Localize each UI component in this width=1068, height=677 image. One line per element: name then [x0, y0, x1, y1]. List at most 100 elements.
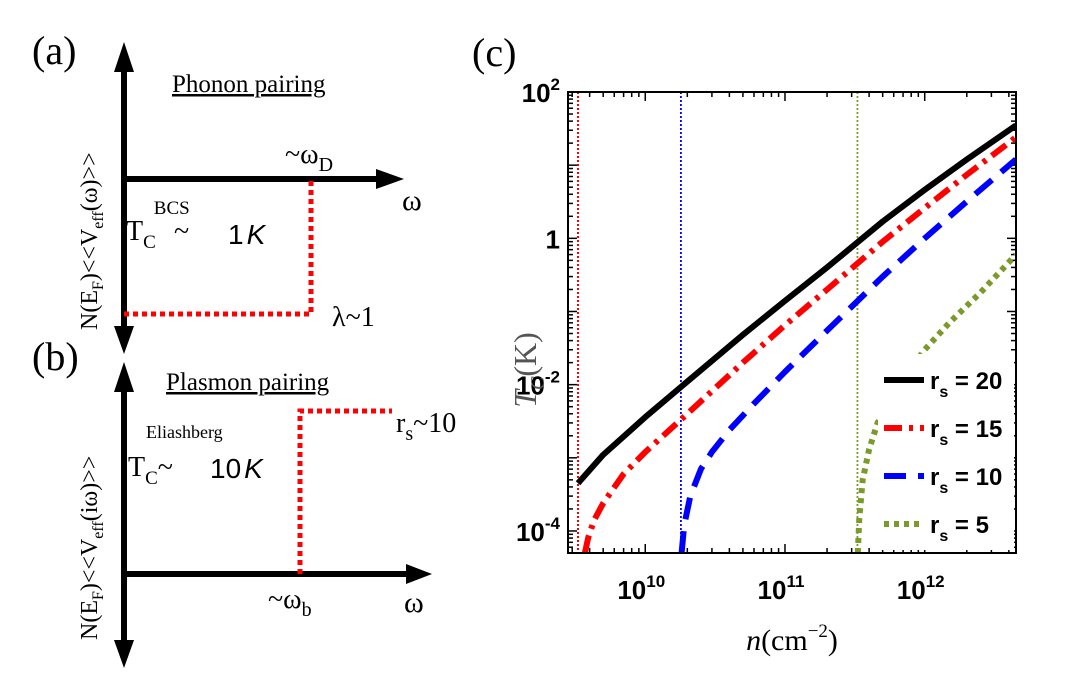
- panel-b-rs-main: r: [396, 408, 406, 439]
- panel-a-cutoff-label: ~ωD: [285, 139, 333, 176]
- x-tick-exp: 11: [786, 572, 804, 591]
- panel-a-ylabel-sub1: F: [90, 281, 107, 290]
- y-axis-label: TC(K): [507, 332, 549, 408]
- panel-b-up-arrow-icon: [114, 362, 134, 392]
- panel-b-down-arrow-icon: [114, 640, 134, 668]
- panel-b-tc-sup: Eliashberg: [146, 422, 223, 442]
- panel-b-rs-value: ~10: [413, 408, 456, 439]
- x-axis-label-close: ): [828, 624, 838, 657]
- y-tick-base: 1: [546, 224, 560, 254]
- panel-b-title: Plasmon pairing: [166, 369, 330, 396]
- legend-label-sub: s: [939, 480, 948, 497]
- y-tick-label: 1: [546, 224, 560, 254]
- panel-a-tc-unit: K: [247, 219, 267, 250]
- x-axis-label-main: n: [746, 624, 761, 657]
- panel-a-label: (a): [32, 28, 76, 73]
- x-tick-exp: 12: [926, 572, 945, 591]
- plot-frame: [567, 91, 1017, 554]
- panel-a-tc-main: T: [126, 216, 143, 247]
- panel-b-tc-number: 10: [210, 453, 241, 484]
- y-tick-exp: -4: [545, 514, 561, 533]
- legend-label-sub: s: [939, 432, 948, 449]
- legend-box: [878, 354, 1014, 550]
- series-line: [678, 157, 1016, 553]
- y-axis-label-sub: C: [527, 376, 549, 390]
- panel-a-ylabel-sub2: eff: [90, 211, 107, 229]
- panel-b-tc-unit: K: [244, 453, 264, 484]
- y-tick-base: 10: [522, 78, 551, 108]
- panel-b-rs-label: rs~10: [396, 408, 456, 445]
- panel-b-ylabel-mid: )<<V: [77, 538, 103, 591]
- panel-a-ylabel-end: (ω)>>: [77, 152, 103, 211]
- panel-b-ylabel-sub2: eff: [90, 521, 107, 539]
- legend-label-sub: s: [939, 528, 948, 545]
- panel-a-tc: TC BCS: [126, 198, 190, 253]
- series-line: [854, 252, 1016, 553]
- legend-label-main: r: [930, 464, 939, 491]
- panel-b-right-arrow-icon: [406, 564, 432, 584]
- y-tick-label: 102: [522, 75, 560, 108]
- y-tick-exp: -2: [545, 368, 560, 387]
- panel-b-tc-value: 10 K: [210, 453, 264, 484]
- panel-b-ylabel-end: (iω)>>: [77, 456, 103, 522]
- legend-label-value: = 15: [948, 416, 1002, 443]
- x-tick-exp: 10: [646, 572, 665, 591]
- panel-b: (b) Plasmon pairing ω ~ωb rs~10 Eliashbe…: [32, 334, 456, 668]
- x-axis-label-exp: −2: [808, 621, 828, 642]
- panel-b-tc: TC~: [128, 452, 173, 489]
- legend-label: rs = 20: [930, 368, 1002, 401]
- y-tick-base: 10: [516, 517, 545, 547]
- x-axis-label-unit: (cm: [761, 624, 808, 657]
- legend-label-main: r: [930, 416, 939, 443]
- x-tick-base: 10: [617, 575, 646, 605]
- y-axis-label-unit: (K): [507, 332, 543, 376]
- y-tick-exp: 2: [551, 75, 560, 94]
- panel-b-rs-sub: s: [405, 423, 413, 445]
- y-tick-label: 10-2: [516, 368, 560, 401]
- panel-b-cutoff-text: ~ω: [268, 584, 302, 615]
- y-axis-label-main: T: [507, 388, 543, 408]
- series-line: [575, 122, 1016, 486]
- panel-a-ylabel: N(EF)<<Veff(ω)>>: [77, 152, 107, 330]
- panel-a-ylabel-mid: )<<V: [77, 228, 103, 281]
- series-line: [581, 134, 1016, 553]
- panel-b-label: (b): [32, 334, 79, 379]
- panel-b-step-potential: [297, 408, 392, 574]
- panel-a-omega-label: ω: [402, 184, 422, 217]
- legend-label-sub: s: [939, 384, 948, 401]
- x-tick-base: 10: [897, 575, 926, 605]
- panel-a-tc-number: 1: [228, 219, 244, 250]
- panel-a-cutoff-text: ~ω: [285, 139, 319, 170]
- y-tick-label: 10-4: [516, 514, 561, 547]
- panel-a-title: Phonon pairing: [172, 71, 326, 98]
- x-tick-label: 1010: [617, 572, 665, 605]
- panel-a-tc-tilde: ~: [174, 216, 189, 247]
- panel-c-label: (c): [472, 30, 516, 75]
- legend-label-value: = 10: [948, 464, 1002, 491]
- panel-a-down-arrow-icon: [114, 326, 134, 354]
- panel-a-tc-sup: BCS: [154, 198, 190, 219]
- legend-label-value: = 20: [948, 368, 1002, 395]
- panel-b-ylabel-sub1: F: [90, 591, 107, 600]
- panel-b-ylabel: N(EF)<<Veff(iω)>>: [77, 456, 107, 640]
- panel-b-cutoff-sub: b: [302, 599, 312, 621]
- panel-b-cutoff-label: ~ωb: [268, 584, 312, 621]
- panel-a-right-arrow-icon: [376, 169, 404, 189]
- legend-label: rs = 15: [930, 416, 1002, 449]
- panel-b-ylabel-main: N(E: [77, 600, 103, 640]
- panel-b-omega-label: ω: [404, 586, 424, 619]
- panel-b-tc-main: T: [128, 452, 145, 483]
- panel-a-up-arrow-icon: [114, 42, 134, 72]
- panel-a-ylabel-main: N(E: [77, 290, 103, 330]
- x-tick-base: 10: [758, 575, 787, 605]
- panel-a-cutoff-sub: D: [319, 154, 333, 176]
- panel-b-tc-sub: C: [145, 468, 158, 489]
- x-axis-label: n(cm−2): [746, 621, 838, 657]
- legend-label-value: = 5: [948, 512, 989, 539]
